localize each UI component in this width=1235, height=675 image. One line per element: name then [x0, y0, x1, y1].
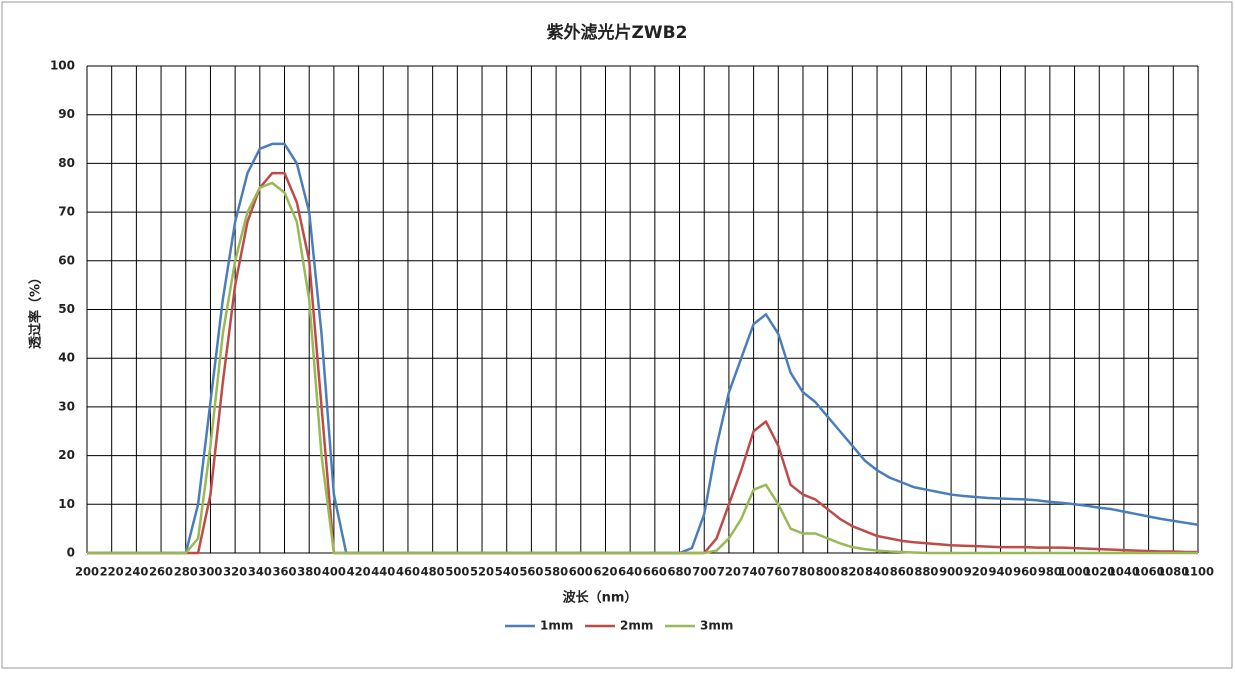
x-tick-label: 740: [742, 565, 766, 579]
y-tick-label: 50: [58, 302, 75, 316]
x-tick-label: 260: [149, 565, 173, 579]
x-tick-label: 1020: [1083, 565, 1115, 579]
y-tick-label: 20: [58, 448, 75, 462]
x-tick-label: 700: [692, 565, 716, 579]
x-tick-label: 980: [1038, 565, 1062, 579]
x-tick-label: 560: [519, 565, 543, 579]
legend-label: 1mm: [540, 619, 573, 633]
y-tick-label: 0: [67, 546, 75, 560]
x-tick-label: 920: [964, 565, 988, 579]
y-tick-label: 10: [58, 497, 75, 511]
x-tick-label: 280: [174, 565, 198, 579]
y-tick-label: 80: [58, 156, 75, 170]
x-tick-label: 900: [939, 565, 963, 579]
x-tick-label: 1100: [1182, 565, 1214, 579]
x-tick-label: 480: [421, 565, 445, 579]
x-tick-label: 1040: [1108, 565, 1140, 579]
legend-label: 3mm: [700, 619, 733, 633]
x-tick-label: 520: [470, 565, 494, 579]
y-tick-label: 30: [58, 399, 75, 413]
x-tick-label: 300: [198, 565, 222, 579]
x-tick-label: 720: [717, 565, 741, 579]
x-tick-label: 600: [569, 565, 593, 579]
x-tick-label: 780: [791, 565, 815, 579]
x-tick-label: 460: [396, 565, 420, 579]
y-axis-title: 透过率（%）: [28, 271, 44, 349]
x-tick-label: 240: [124, 565, 148, 579]
x-tick-label: 400: [322, 565, 346, 579]
x-tick-label: 640: [618, 565, 642, 579]
x-tick-label: 360: [273, 565, 297, 579]
chart-title: 紫外滤光片ZWB2: [547, 22, 688, 43]
x-tick-label: 200: [75, 565, 99, 579]
x-tick-label: 1060: [1133, 565, 1165, 579]
y-tick-label: 70: [58, 205, 75, 219]
x-tick-label: 820: [840, 565, 864, 579]
x-tick-label: 320: [223, 565, 247, 579]
x-tick-label: 1000: [1059, 565, 1091, 579]
x-tick-label: 940: [988, 565, 1012, 579]
x-tick-label: 960: [1013, 565, 1037, 579]
x-tick-label: 800: [816, 565, 840, 579]
x-tick-label: 860: [890, 565, 914, 579]
legend-label: 2mm: [620, 619, 653, 633]
x-tick-label: 540: [495, 565, 519, 579]
x-tick-label: 580: [544, 565, 568, 579]
x-tick-label: 620: [593, 565, 617, 579]
x-tick-label: 840: [865, 565, 889, 579]
x-tick-label: 680: [668, 565, 692, 579]
x-tick-label: 760: [766, 565, 790, 579]
x-tick-label: 340: [248, 565, 272, 579]
y-tick-label: 90: [58, 107, 75, 121]
x-tick-label: 660: [643, 565, 667, 579]
x-tick-label: 500: [445, 565, 469, 579]
y-tick-label: 60: [58, 253, 75, 267]
x-tick-label: 380: [297, 565, 321, 579]
x-tick-label: 1080: [1157, 565, 1189, 579]
series-line: [87, 181, 1198, 555]
x-tick-label: 420: [347, 565, 371, 579]
x-axis-title: 波长（nm）: [563, 590, 638, 606]
y-tick-label: 100: [50, 59, 75, 73]
x-tick-label: 440: [371, 565, 395, 579]
x-tick-label: 220: [100, 565, 124, 579]
x-tick-label: 880: [914, 565, 938, 579]
y-tick-label: 40: [58, 351, 75, 365]
